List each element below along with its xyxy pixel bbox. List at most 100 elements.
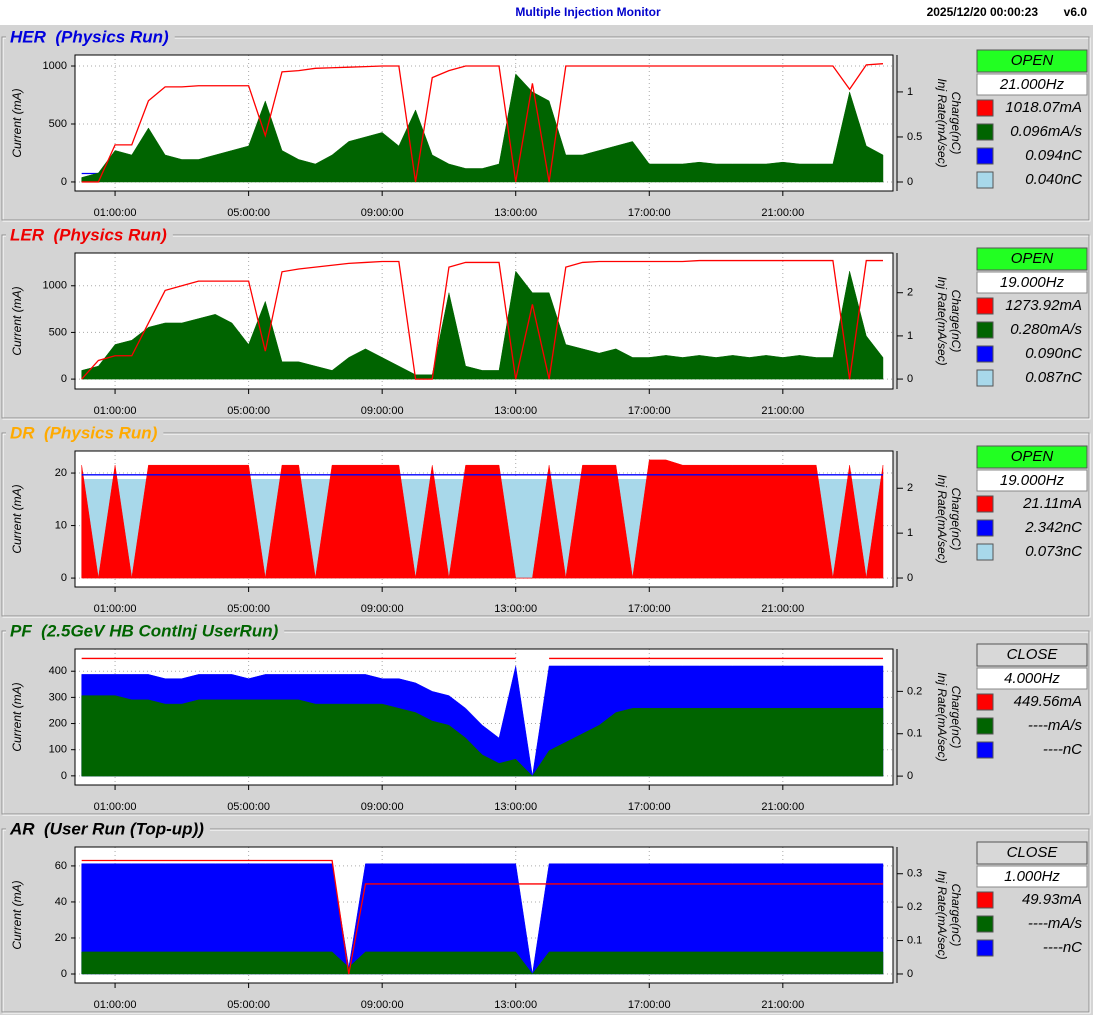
rate-label: 4.000Hz [1004, 670, 1060, 687]
y2-axis-label: Inj Rate(mA/sec) [935, 276, 949, 365]
plot-frame [74, 450, 894, 588]
rate-label: 19.000Hz [1000, 472, 1065, 489]
status-box [976, 247, 1088, 271]
status-box [976, 643, 1088, 667]
area [81, 695, 884, 777]
timestamp: 2025/12/20 00:00:23 [927, 5, 1039, 19]
x-tick-label: 13:00:00 [494, 405, 537, 417]
legend-readout: ----mA/s [1028, 717, 1083, 734]
legend-swatch [976, 495, 994, 513]
x-tick-label: 17:00:00 [628, 999, 671, 1011]
y-tick-label: 1000 [43, 60, 67, 72]
legend-swatch [976, 915, 994, 933]
legend-readout: 1018.07mA [1005, 99, 1082, 116]
rate-box [976, 667, 1088, 690]
x-tick-label: 09:00:00 [361, 405, 404, 417]
y2-axis-label: Charge(nC) [949, 290, 963, 353]
legend-swatch [976, 939, 994, 957]
status-label: OPEN [1011, 448, 1054, 465]
legend-readout: ----mA/s [1028, 915, 1083, 932]
x-tick-label: 17:00:00 [628, 801, 671, 813]
y-tick-label: 0 [61, 373, 67, 385]
x-tick-label: 05:00:00 [227, 999, 270, 1011]
area [81, 863, 884, 975]
y2-tick-label: 0.1 [907, 934, 922, 946]
chart-title: AR (User Run (Top-up)) [9, 819, 204, 838]
legend-swatch [976, 99, 994, 117]
y2-tick-label: 2 [907, 287, 913, 299]
x-tick-label: 21:00:00 [761, 405, 804, 417]
y2-axis-label: Inj Rate(mA/sec) [935, 672, 949, 761]
y2-tick-label: 0 [907, 770, 913, 782]
area [81, 459, 884, 579]
rate-label: 19.000Hz [1000, 274, 1065, 291]
y2-axis-label: Charge(nC) [949, 488, 963, 551]
y-tick-label: 0 [61, 770, 67, 782]
top-bar [0, 0, 1093, 25]
x-tick-label: 13:00:00 [494, 801, 537, 813]
x-tick-label: 13:00:00 [494, 207, 537, 219]
legend-readout: 21.11mA [1022, 495, 1082, 512]
chart-title: PF (2.5GeV HB ContInj UserRun) [10, 621, 279, 640]
y2-axis-label: Inj Rate(mA/sec) [935, 78, 949, 167]
area [81, 951, 884, 975]
title-bg [6, 227, 173, 245]
y2-tick-label: 0 [907, 176, 913, 188]
legend-swatch [976, 147, 994, 165]
panel-shade [1, 36, 1090, 221]
x-tick-label: 01:00:00 [94, 999, 137, 1011]
legend-swatch [976, 321, 994, 339]
y2-tick-label: 0 [907, 968, 913, 980]
x-tick-label: 09:00:00 [361, 999, 404, 1011]
x-tick-label: 21:00:00 [761, 207, 804, 219]
panel [2, 235, 1091, 420]
x-tick-label: 13:00:00 [494, 999, 537, 1011]
rate-label: 1.000Hz [1004, 868, 1060, 885]
legend-swatch [976, 519, 994, 537]
x-tick-label: 13:00:00 [494, 603, 537, 615]
legend-readout: ----nC [1043, 939, 1082, 956]
y2-tick-label: 1 [907, 527, 913, 539]
plot-frame [74, 252, 894, 390]
title-bg [6, 425, 164, 443]
y-axis-label: Current (mA) [10, 286, 24, 355]
status-box [976, 445, 1088, 469]
panel-shade [1, 432, 1090, 617]
y-axis-label: Current (mA) [10, 880, 24, 949]
y-tick-label: 500 [49, 118, 67, 130]
rate-box [976, 469, 1088, 492]
y-tick-label: 100 [49, 744, 67, 756]
y2-tick-label: 0 [907, 572, 913, 584]
y2-tick-label: 0.2 [907, 901, 922, 913]
y-tick-label: 60 [55, 860, 67, 872]
plot-frame [74, 54, 894, 192]
x-tick-label: 17:00:00 [628, 405, 671, 417]
legend-swatch [976, 171, 994, 189]
panel [2, 829, 1091, 1014]
y2-tick-label: 0.3 [907, 868, 922, 880]
status-label: CLOSE [1007, 646, 1059, 663]
x-tick-label: 09:00:00 [361, 207, 404, 219]
y-axis-label: Current (mA) [10, 88, 24, 157]
title-bg [6, 623, 285, 641]
y-tick-label: 200 [49, 717, 67, 729]
x-tick-label: 05:00:00 [227, 405, 270, 417]
x-tick-label: 09:00:00 [361, 603, 404, 615]
legend-readout: ----nC [1043, 741, 1082, 758]
y2-tick-label: 1 [907, 330, 913, 342]
version: v6.0 [1064, 5, 1088, 19]
y2-axis-label: Inj Rate(mA/sec) [935, 474, 949, 563]
legend-readout: 449.56mA [1014, 693, 1082, 710]
legend-swatch [976, 123, 994, 141]
x-tick-label: 01:00:00 [94, 207, 137, 219]
status-box [976, 49, 1088, 73]
status-label: CLOSE [1007, 844, 1059, 861]
rate-label: 21.000Hz [999, 76, 1065, 93]
y2-axis-label: Charge(nC) [949, 884, 963, 947]
panel-shade [1, 234, 1090, 419]
y2-tick-label: 0 [907, 373, 913, 385]
area [81, 270, 884, 380]
y2-axis-label: Inj Rate(mA/sec) [935, 870, 949, 959]
panel-shade [1, 630, 1090, 815]
